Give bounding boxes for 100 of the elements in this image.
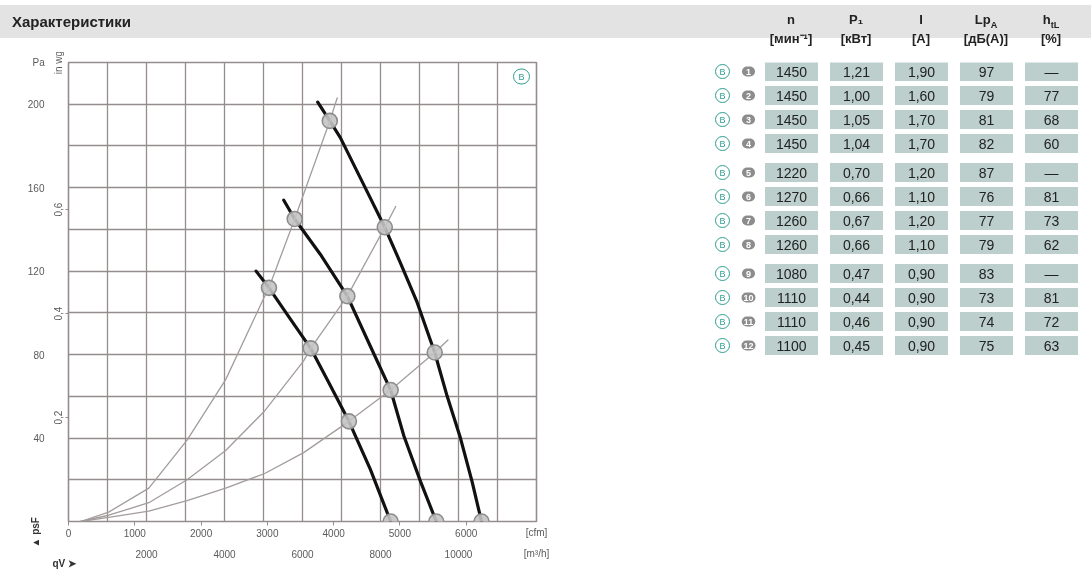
text: 1,05 [842,111,871,128]
text: 0,44 [842,289,871,306]
text: 62 [1043,236,1060,253]
category-label: h$_{tL}$ [%] [1039,11,1063,48]
text: 1,20 [907,164,936,181]
text: 1,10 [907,188,936,205]
text: 1,10 [907,236,936,253]
category-label: 3 [746,114,752,125]
x-tick-label: 2000 [135,548,159,560]
text: 77 [1043,87,1060,104]
text: 81 [1043,188,1060,205]
text: 79 [978,87,995,104]
text: 73 [978,289,995,306]
text: 1,70 [907,111,936,128]
text: 1220 [775,164,808,181]
text: 0,47 [842,265,871,282]
text: 79 [978,236,995,253]
category-label: 10 [743,292,754,303]
text: 1110 [776,313,807,330]
category-label: B [719,66,726,77]
category-label: B [719,268,726,279]
category-label: Lp$_{A}$ [дБ(А)] [962,11,1010,48]
point [426,344,444,361]
text: 0,45 [842,337,871,354]
text: 1450 [775,111,808,128]
category-label: 8 [746,239,752,250]
x2-tick-label: 1000 [123,527,147,539]
text: 68 [1043,111,1060,128]
text: 1,20 [907,212,936,229]
point [302,340,319,357]
category-label: B [719,292,726,303]
category-label: 12 [743,340,754,351]
text: 1260 [775,212,808,229]
text: 81 [1043,289,1060,306]
category-label: B [719,114,726,125]
category-label: 9 [746,268,752,279]
y-tick-label: 160 [27,182,45,194]
category-label: 7 [746,215,752,226]
text: 1,70 [907,135,936,152]
category-label: 4 [746,138,752,149]
text: 1080 [775,265,808,282]
y-tick-label: 200 [27,99,45,111]
category-label: B [719,90,726,101]
category-label: 11 [743,316,754,327]
text: 1,00 [842,87,871,104]
category-label: n [мин⁻¹] [768,11,814,48]
text: — [1044,164,1059,181]
x-tick-label: 6000 [291,548,315,560]
category-label: B [719,191,726,202]
category-label: B [719,316,726,327]
text: 1450 [775,135,808,152]
category-label: 2 [746,90,752,101]
x2-tick-label: 6000 [455,527,478,539]
text: 0,90 [907,289,936,306]
category-label: I [A] [910,11,931,48]
category-label: B [719,340,726,351]
text: 72 [1043,313,1060,330]
x-tick-label: 8000 [369,548,393,560]
y2-tick-label: 0,4 [53,306,65,321]
point [339,287,356,305]
x-tick-label: 4000 [213,548,237,560]
x2-tick-label: 3000 [256,527,279,539]
category-label: 5 [746,167,752,178]
x2-tick-label: 2000 [189,527,213,539]
category-label: 6 [746,191,752,202]
x-axis-title: [m³/h] [523,547,550,559]
text: 1110 [776,289,807,306]
text: 87 [978,164,995,181]
point [376,219,394,236]
x2-tick-label: 0 [65,527,72,539]
x2-tick-label: 4000 [322,527,346,539]
category-label: 1 [746,66,752,77]
y2-axis-title: in wg [52,50,64,75]
text: 0,90 [907,337,936,354]
category-label: B [719,215,726,226]
text: 0,66 [842,188,871,205]
text: 97 [978,63,995,80]
text: qV ➤ [52,557,78,569]
text: ▲ psF [29,517,41,548]
x-tick-label: 10000 [444,548,473,560]
text: 74 [978,313,995,330]
text: 60 [1043,135,1060,152]
text: 1100 [776,337,807,354]
annotation: B [518,72,525,82]
text: — [1044,265,1059,282]
y2-tick-label: 0,6 [53,202,65,217]
category-label: B [719,167,726,178]
text: 0,46 [842,313,871,330]
point [286,210,303,228]
text: 1,90 [907,63,936,80]
point [382,381,399,399]
text: 0,67 [842,212,871,229]
text: 1,21 [842,63,871,80]
text: 1260 [775,236,808,253]
chart-title: Характеристики [12,12,132,32]
text: 76 [978,188,995,205]
point [260,279,278,297]
text: 1,04 [842,135,871,152]
y-tick-label: 80 [33,349,45,361]
text: 82 [978,135,995,152]
